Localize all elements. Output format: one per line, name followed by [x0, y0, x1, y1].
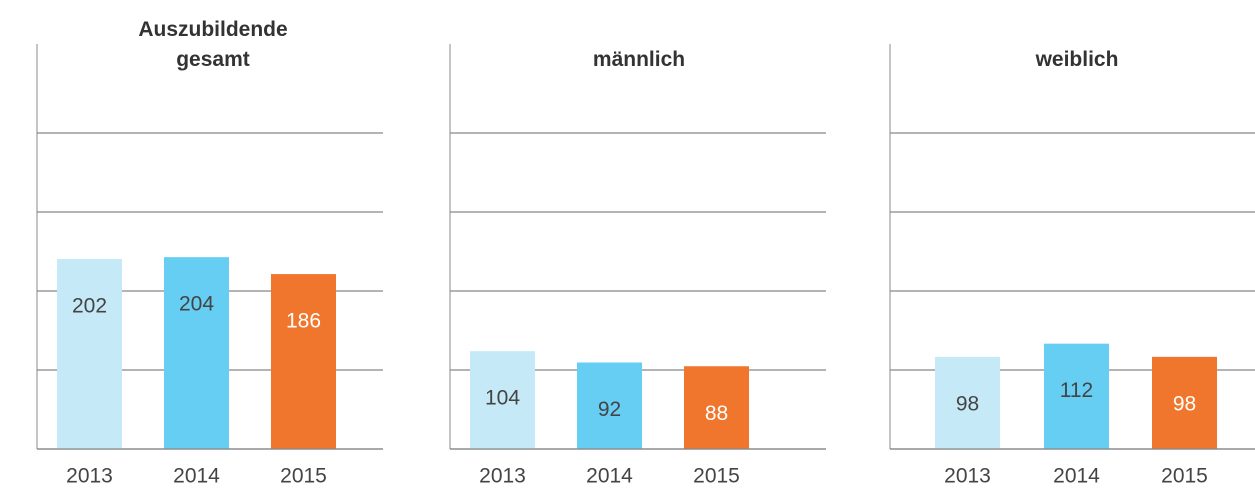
value-label: 88: [705, 402, 728, 425]
bar: [164, 257, 229, 449]
x-tick-label: 2014: [173, 465, 220, 488]
bar: [1152, 356, 1217, 449]
chart-title: Auszubildende gesamt: [138, 18, 288, 71]
x-tick-label: 2013: [66, 465, 113, 488]
value-label: 92: [598, 398, 621, 421]
chart-title: männlich: [592, 48, 686, 71]
bar: [577, 362, 642, 449]
value-label: 98: [1173, 392, 1196, 415]
x-tick-label: 2013: [479, 465, 526, 488]
value-label: 98: [956, 392, 979, 415]
bar: [935, 356, 1000, 449]
value-label: 112: [1060, 379, 1093, 402]
chart-title: weiblich: [1035, 48, 1119, 71]
bar: [271, 274, 336, 449]
bar: [470, 351, 535, 449]
value-label: 204: [179, 293, 214, 316]
value-label: 186: [286, 310, 321, 333]
value-label: 202: [72, 295, 107, 318]
x-tick-label: 2015: [693, 465, 740, 488]
x-tick-label: 2015: [280, 465, 327, 488]
bar: [57, 259, 122, 449]
bar: [1044, 343, 1109, 449]
bar: [684, 366, 749, 449]
x-tick-label: 2014: [586, 465, 633, 488]
x-tick-label: 2013: [944, 465, 991, 488]
x-tick-label: 2015: [1161, 465, 1208, 488]
x-tick-label: 2014: [1053, 465, 1100, 488]
value-label: 104: [485, 387, 520, 410]
